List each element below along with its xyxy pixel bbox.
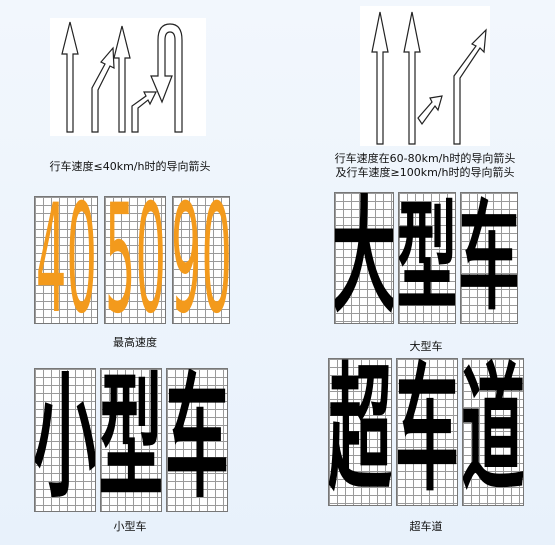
road-marking-char: 超 [328, 358, 392, 506]
arrows-high-caption-line1: 行车速度在60-80km/h时的导向箭头 [334, 152, 516, 165]
char-tile-overtake: 超 [328, 358, 392, 506]
char-tile-large: 大 [334, 192, 394, 324]
road-marking-char: 大 [334, 192, 394, 324]
char-tile-vehicle-small: 车 [166, 368, 228, 512]
arrows-high-speed-panel [360, 6, 490, 146]
road-marking-char: 车 [166, 368, 228, 512]
max-speed-caption: 最高速度 [113, 336, 157, 349]
speed-digit: 40 [35, 196, 97, 324]
small-vehicle-caption: 小型车 [113, 520, 147, 533]
char-tile-type-small: 型 [100, 368, 162, 512]
speed-digit: 50 [104, 196, 166, 324]
speed-digit: 90 [172, 196, 230, 324]
speed-digit-tile-40: 40 [34, 196, 98, 324]
straight-arrow-icon [61, 21, 79, 133]
right-turn-arrow-icon [453, 28, 487, 145]
char-tile-lane: 道 [462, 358, 524, 506]
arrows-low-caption: 行车速度≤40km/h时的导向箭头 [49, 160, 211, 173]
overtaking-lane-caption: 超车道 [409, 520, 443, 533]
road-marking-char: 小 [34, 368, 96, 512]
char-tile-vehicle: 车 [460, 192, 518, 324]
road-marking-char: 车 [396, 358, 458, 506]
right-bent-arrow-icon [131, 91, 157, 133]
u-turn-arrow-icon [150, 23, 183, 133]
straight-right-arrow-icon [403, 11, 421, 145]
arrows-high-caption-line2: 及行车速度≥100km/h时的导向箭头 [335, 166, 515, 179]
straight-right-arrow-icon [91, 46, 115, 133]
char-tile-type: 型 [398, 192, 456, 324]
arrows-low-speed-panel [50, 18, 206, 136]
speed-digit-tile-90: 90 [172, 196, 230, 324]
char-tile-small: 小 [34, 368, 96, 512]
guide-arrows-low-icon [61, 21, 183, 133]
speed-digit-tile-50: 50 [104, 196, 166, 324]
road-marking-char: 车 [460, 192, 518, 324]
char-tile-vehicle-overtake: 车 [396, 358, 458, 506]
road-marking-char: 道 [462, 358, 524, 506]
road-marking-char: 型 [100, 368, 162, 512]
road-marking-char: 型 [398, 192, 456, 324]
large-vehicle-caption: 大型车 [409, 340, 443, 353]
straight-arrow-icon [371, 11, 389, 145]
guide-arrows-high-icon [371, 11, 487, 145]
